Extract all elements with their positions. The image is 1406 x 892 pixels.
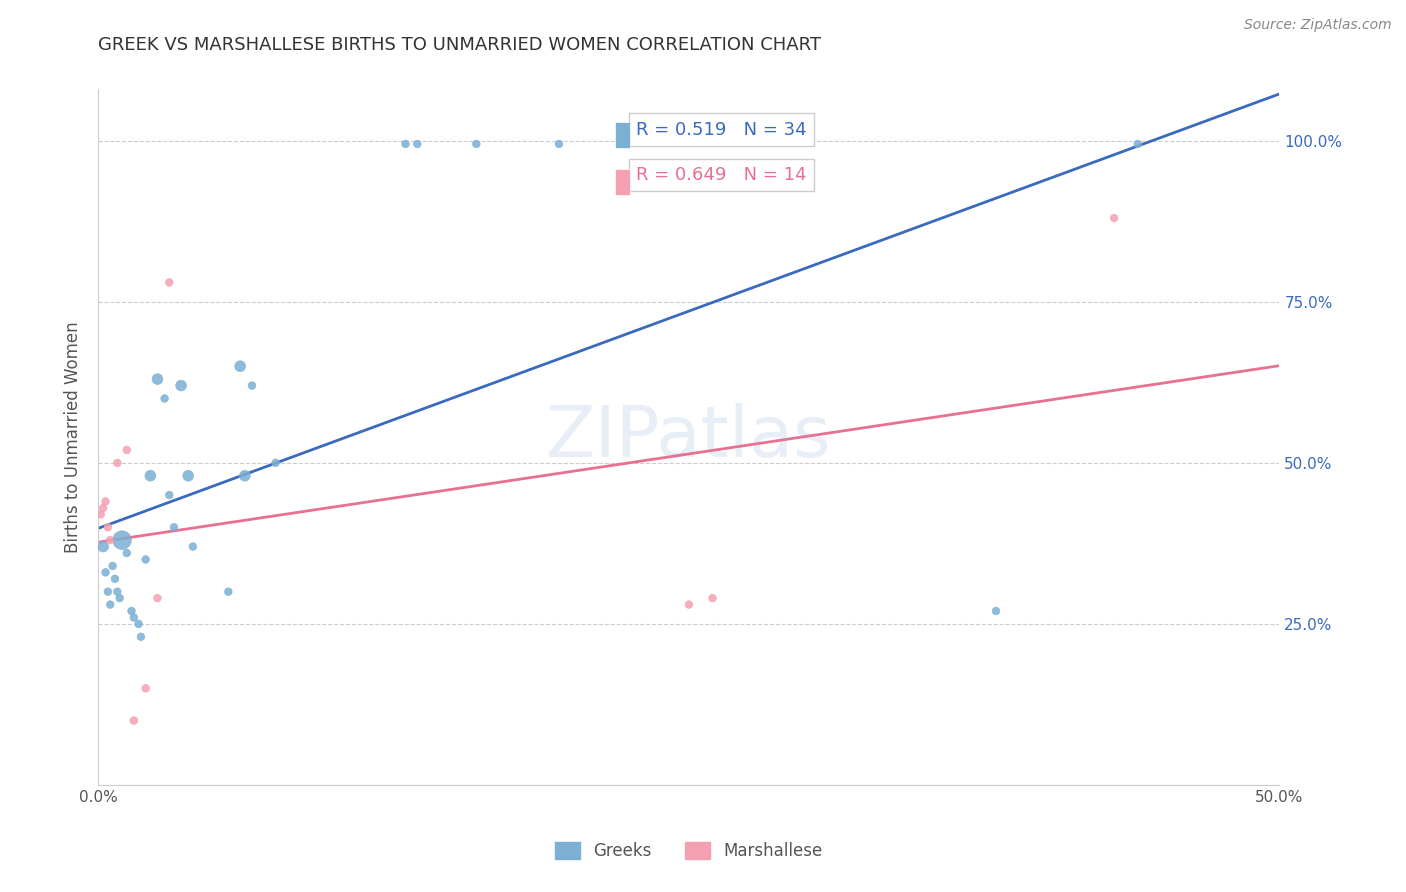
- Point: [121, 604, 143, 618]
- Point: [90, 508, 112, 522]
- Text: ZIPatlas: ZIPatlas: [546, 402, 832, 472]
- Point: [1126, 136, 1149, 151]
- Point: [217, 584, 239, 599]
- Legend: Greeks, Marshallese: Greeks, Marshallese: [548, 836, 830, 867]
- Point: [122, 610, 145, 624]
- Point: [108, 591, 131, 606]
- Point: [170, 378, 193, 392]
- Point: [465, 136, 488, 151]
- Point: [406, 136, 429, 151]
- Point: [128, 616, 150, 631]
- Point: [94, 494, 117, 508]
- Point: [129, 630, 152, 644]
- Point: [122, 714, 145, 728]
- Point: [264, 456, 287, 470]
- Point: [181, 540, 204, 554]
- Point: [105, 584, 128, 599]
- Point: [91, 540, 114, 554]
- Point: [548, 136, 571, 151]
- FancyBboxPatch shape: [614, 122, 630, 148]
- Point: [233, 468, 256, 483]
- Point: [240, 378, 263, 392]
- Point: [135, 681, 157, 696]
- Point: [157, 276, 180, 290]
- Point: [97, 584, 120, 599]
- FancyBboxPatch shape: [614, 169, 630, 195]
- Text: Source: ZipAtlas.com: Source: ZipAtlas.com: [1244, 18, 1392, 32]
- Point: [104, 572, 127, 586]
- Point: [177, 468, 200, 483]
- Point: [163, 520, 186, 534]
- Text: R = 0.519   N = 34: R = 0.519 N = 34: [636, 120, 807, 138]
- Text: GREEK VS MARSHALLESE BIRTHS TO UNMARRIED WOMEN CORRELATION CHART: GREEK VS MARSHALLESE BIRTHS TO UNMARRIED…: [98, 36, 821, 54]
- Point: [157, 488, 180, 502]
- Point: [105, 456, 128, 470]
- Point: [153, 392, 176, 406]
- Point: [146, 372, 169, 386]
- Point: [97, 520, 120, 534]
- Y-axis label: Births to Unmarried Women: Births to Unmarried Women: [65, 321, 83, 553]
- Point: [111, 533, 134, 548]
- Point: [98, 598, 121, 612]
- Point: [702, 591, 724, 606]
- Point: [91, 500, 114, 515]
- Point: [1102, 211, 1125, 225]
- Point: [139, 468, 162, 483]
- Point: [98, 533, 121, 548]
- Point: [146, 591, 169, 606]
- Point: [115, 546, 138, 560]
- Text: R = 0.649   N = 14: R = 0.649 N = 14: [636, 166, 806, 184]
- Point: [115, 442, 138, 457]
- Point: [229, 359, 252, 374]
- Point: [984, 604, 1007, 618]
- Point: [394, 136, 416, 151]
- Point: [101, 558, 124, 573]
- Point: [135, 552, 157, 566]
- Point: [94, 566, 117, 580]
- Point: [678, 598, 700, 612]
